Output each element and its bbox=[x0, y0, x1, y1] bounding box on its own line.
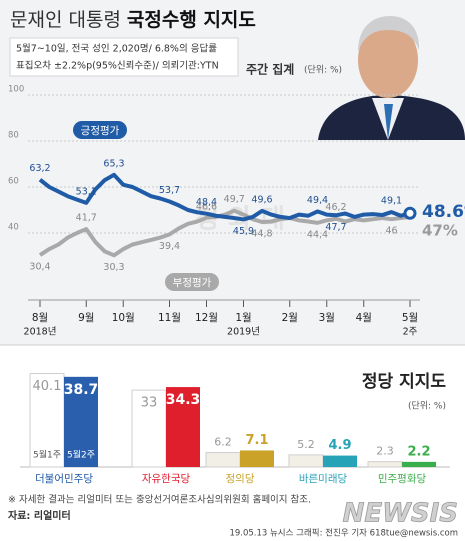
category-label: 민주평화당 bbox=[378, 473, 427, 485]
bar bbox=[402, 461, 436, 467]
value-label: 2.2 bbox=[407, 444, 430, 459]
end-marker bbox=[403, 206, 417, 220]
bar bbox=[29, 373, 65, 468]
footer-note: ※ 자세한 결과는 리얼미터 또는 중앙선거여론조사심의위원회 홈페이지 참조. bbox=[8, 494, 311, 506]
portrait bbox=[318, 16, 465, 140]
end-label: 48.6% bbox=[422, 202, 465, 222]
subtitle: 표집오차 ±2.2%p(95%신뢰수준)/ 의뢰기관:YTN bbox=[16, 60, 219, 72]
value-label: 7.1 bbox=[245, 433, 268, 448]
title-light: 문재인 대통령 bbox=[10, 9, 121, 31]
bar bbox=[367, 461, 403, 468]
bar bbox=[288, 454, 324, 468]
category-label: 자유한국당 bbox=[142, 473, 191, 485]
value-label: 41,7 bbox=[76, 213, 97, 224]
category-label: 바른미래당 bbox=[299, 473, 348, 485]
value-label: 33 bbox=[141, 396, 158, 411]
value-label: 49,7 bbox=[224, 194, 245, 205]
footer-credit: 19.05.13 뉴시스 그래픽: 전진우 기자 618tue@newsis.c… bbox=[229, 528, 458, 539]
category-label: 더불어민주당 bbox=[35, 473, 93, 485]
unit-label: (단위: %) bbox=[304, 65, 342, 76]
y-tick-label: 80 bbox=[8, 131, 19, 141]
series-tag bbox=[73, 121, 127, 139]
bar bbox=[323, 455, 357, 467]
value-label: 53,1 bbox=[76, 186, 97, 197]
bar-title: 정당 지지도 bbox=[362, 372, 446, 392]
category-label: 정의당 bbox=[226, 473, 255, 485]
value-label: 2.3 bbox=[376, 445, 394, 458]
value-label: 46 bbox=[385, 226, 397, 237]
footer-source: 자료: 리얼미터 bbox=[8, 509, 71, 522]
value-label: 5.2 bbox=[297, 438, 315, 451]
y-tick-label: 60 bbox=[8, 177, 19, 187]
value-label: 34.3 bbox=[166, 392, 201, 408]
bar bbox=[240, 450, 274, 467]
value-label: 30,3 bbox=[103, 262, 124, 273]
x-sublabel: 2018년 bbox=[24, 327, 57, 338]
series-line bbox=[38, 172, 411, 222]
bar bbox=[166, 387, 200, 467]
value-label: 47,7 bbox=[325, 222, 346, 233]
legend-label: 긍정평가 bbox=[81, 125, 120, 137]
value-label: 6.2 bbox=[214, 436, 232, 449]
legend-label: 5월1주 bbox=[33, 449, 61, 461]
x-tick-label: 8월 bbox=[32, 312, 48, 324]
y-tick-label: 100 bbox=[8, 85, 24, 95]
value-label: 46,2 bbox=[325, 202, 346, 213]
bar bbox=[131, 389, 167, 468]
bar bbox=[64, 376, 98, 467]
value-label: 38.7 bbox=[64, 382, 99, 398]
x-tick-label: 2월 bbox=[282, 312, 298, 324]
value-label: 46,6 bbox=[196, 201, 217, 212]
x-tick-label: 9월 bbox=[78, 312, 94, 324]
value-label: 53,7 bbox=[159, 185, 180, 196]
value-label: 48,4 bbox=[196, 197, 217, 208]
bar-unit: (단위: %) bbox=[408, 401, 446, 412]
x-tick-label: 1월 bbox=[235, 312, 251, 324]
value-label: 49,1 bbox=[381, 196, 402, 207]
value-label: 65,3 bbox=[103, 158, 124, 169]
value-label: 63,2 bbox=[29, 163, 50, 174]
subtitle: 5월7~10일, 전국 성인 2,020명/ 6.8%의 응답률 bbox=[16, 43, 217, 55]
x-tick-label: 5월 bbox=[402, 312, 418, 324]
chart-title: 문재인 대통령 국정수행 지지도 bbox=[10, 9, 256, 31]
value-label: 40.1 bbox=[33, 379, 62, 394]
subtitle-box bbox=[9, 37, 239, 77]
y-tick-label: 40 bbox=[8, 223, 19, 233]
x-tick-label: 11월 bbox=[158, 312, 181, 324]
series-tag bbox=[165, 273, 219, 291]
title-bold: 국정수행 지지도 bbox=[127, 9, 256, 31]
value-label: 49,4 bbox=[307, 195, 328, 206]
logo: NEWSIS bbox=[343, 499, 458, 529]
x-tick-label: 4월 bbox=[356, 312, 372, 324]
value-label: 4.9 bbox=[328, 438, 351, 453]
x-tick-label: 12월 bbox=[195, 312, 218, 324]
series-line bbox=[38, 208, 411, 258]
value-label: 30,4 bbox=[29, 262, 50, 273]
value-label: 45,9 bbox=[233, 226, 254, 237]
end-label: 47% bbox=[422, 221, 458, 239]
legend-label: 5월2주 bbox=[67, 449, 95, 461]
period-label: 주간 집계 bbox=[246, 62, 294, 77]
x-sublabel: 2주 bbox=[403, 327, 418, 338]
bar bbox=[205, 452, 241, 468]
x-sublabel: 2019년 bbox=[227, 327, 260, 338]
value-label: 44,4 bbox=[307, 229, 328, 240]
value-label: 44,8 bbox=[251, 228, 272, 239]
value-label: 39,4 bbox=[159, 241, 180, 252]
x-tick-label: 10월 bbox=[112, 312, 135, 324]
legend-label: 부정평가 bbox=[173, 277, 212, 289]
x-tick-label: 3월 bbox=[319, 312, 335, 324]
value-label: 49,6 bbox=[251, 194, 272, 205]
